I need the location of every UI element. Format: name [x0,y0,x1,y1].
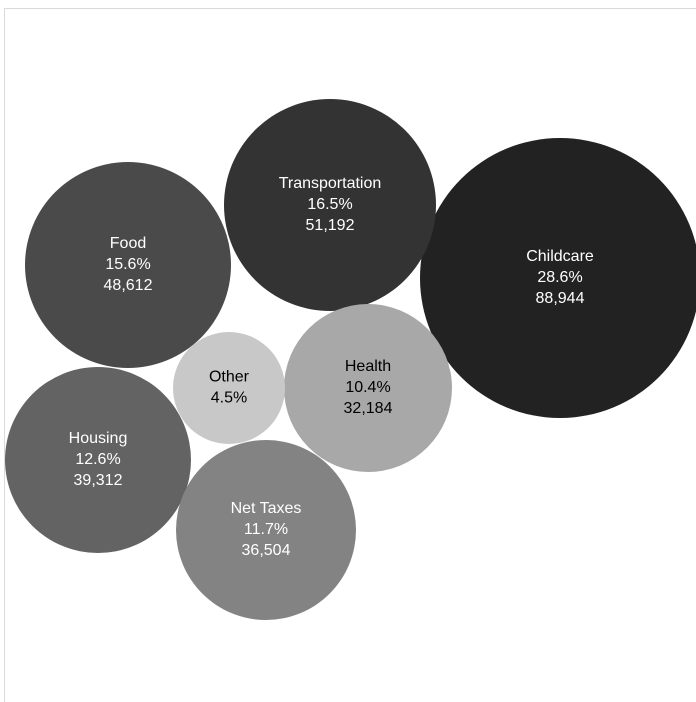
bubble-circle-net-taxes [176,440,356,620]
bubble-label: Other [209,369,250,386]
bubble-percent: 4.5% [211,390,247,407]
bubble-percent: 10.4% [345,379,390,396]
bubble-label: Health [345,358,391,375]
bubble-percent: 28.6% [537,269,582,286]
bubble-circle-childcare [420,138,696,418]
bubble-health: Health 10.4% 32,184 [284,304,452,472]
bubble-value: 48,612 [104,277,153,294]
bubble-transportation: Transportation 16.5% 51,192 [224,99,436,311]
bubble-value: 39,312 [74,472,123,489]
bubble-circle-other [173,332,285,444]
bubble-percent: 16.5% [307,196,352,213]
bubble-net-taxes: Net Taxes 11.7% 36,504 [176,440,356,620]
bubble-other: Other 4.5% [173,332,285,444]
bubble-circle-food [25,162,231,368]
bubble-percent: 11.7% [244,521,288,538]
bubble-value: 51,192 [306,217,355,234]
bubble-percent: 12.6% [75,451,120,468]
bubble-percent: 15.6% [105,256,150,273]
bubble-childcare: Childcare 28.6% 88,944 [420,138,696,418]
bubble-label: Food [110,235,146,252]
bubble-circle-housing [5,367,191,553]
chart-frame [4,8,696,702]
bubble-value: 32,184 [344,400,393,417]
bubble-value: 36,504 [242,542,291,559]
bubble-label: Childcare [526,248,594,265]
bubble-housing: Housing 12.6% 39,312 [5,367,191,553]
bubble-label: Net Taxes [231,500,302,517]
bubble-food: Food 15.6% 48,612 [25,162,231,368]
bubble-circle-health [284,304,452,472]
bubble-value: 88,944 [536,290,585,307]
bubble-circle-transportation [224,99,436,311]
bubble-label: Housing [69,430,128,447]
bubble-label: Transportation [279,175,382,192]
